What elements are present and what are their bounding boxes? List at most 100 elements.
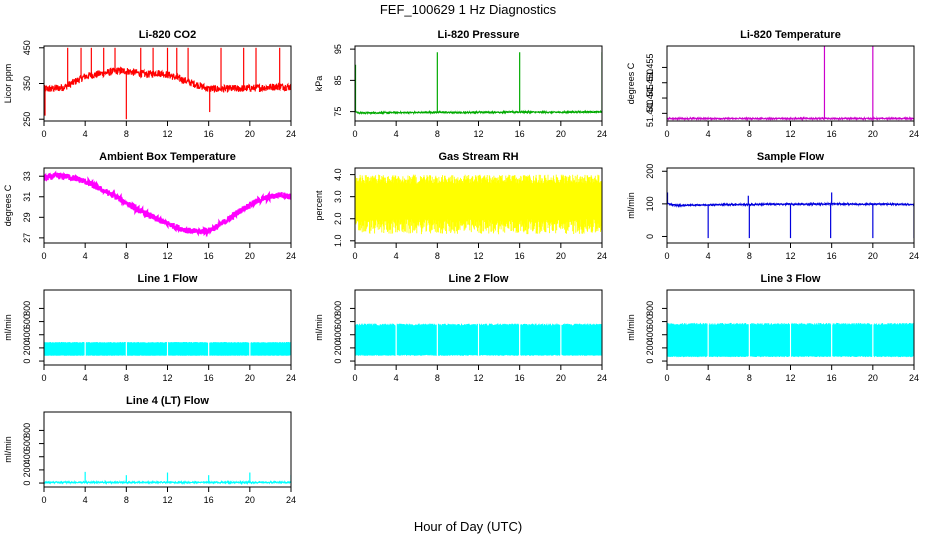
x-tick-label: 8 — [435, 251, 440, 261]
figure-xlabel: Hour of Day (UTC) — [414, 519, 522, 534]
x-tick-label: 8 — [124, 495, 129, 505]
panel-title: Li-820 Temperature — [740, 29, 841, 41]
y-tick-label: 200 — [22, 462, 32, 477]
panel-title: Line 1 Flow — [138, 273, 198, 285]
x-tick-label: 8 — [124, 251, 129, 261]
series-line-1 — [667, 116, 914, 121]
y-tick-label: 600 — [333, 314, 343, 329]
y-axis-label: ml/min — [3, 314, 13, 341]
y-tick-label: 33 — [22, 171, 32, 181]
x-tick-label: 20 — [245, 495, 255, 505]
figure-title: FEF_100629 1 Hz Diagnostics — [380, 2, 557, 17]
y-tick-label: 200 — [22, 340, 32, 355]
y-tick-label: 31 — [22, 192, 32, 202]
x-tick-label: 0 — [41, 251, 46, 261]
panel-6: Sample Flow ml/min 0 4 8 12 16 20 24 0 100 200 — [626, 151, 919, 261]
y-tick-label: 0 — [22, 359, 32, 364]
x-tick-label: 24 — [286, 495, 296, 505]
x-tick-label: 20 — [245, 251, 255, 261]
panel-8: Line 2 Flow ml/min 0 4 8 12 16 20 24 0 20040060080… — [314, 273, 607, 383]
plot-frame — [666, 45, 915, 122]
x-tick-label: 24 — [286, 373, 296, 383]
panel-2: Li-820 Pressure kPa 0 4 8 12 16 20 24 75 85 95 — [314, 29, 607, 139]
x-tick-label: 8 — [124, 129, 129, 139]
y-tick-label: 51.440 — [645, 100, 655, 128]
y-tick-label: 2.0 — [333, 212, 343, 225]
panel-5: Gas Stream RH percent 0 4 8 12 16 20 24 1.0 2.0 3.0… — [314, 151, 607, 261]
x-tick-label: 20 — [868, 129, 878, 139]
x-tick-label: 12 — [473, 373, 483, 383]
panel-title: Li-820 Pressure — [438, 29, 520, 41]
y-tick-label: 400 — [22, 327, 32, 342]
x-tick-label: 16 — [515, 129, 525, 139]
data-layer — [667, 192, 914, 239]
x-tick-label: 16 — [204, 251, 214, 261]
y-axis-label: degrees C — [626, 62, 636, 104]
y-tick-label: 29 — [22, 212, 32, 222]
y-axis-label: percent — [314, 190, 324, 221]
x-tick-label: 0 — [41, 373, 46, 383]
y-tick-label: 400 — [22, 449, 32, 464]
y-tick-label: 0 — [645, 359, 655, 364]
x-tick-label: 0 — [352, 251, 357, 261]
x-tick-label: 8 — [124, 373, 129, 383]
x-tick-label: 20 — [245, 129, 255, 139]
x-tick-label: 16 — [827, 251, 837, 261]
y-axis-label: Licor ppm — [3, 64, 13, 104]
y-tick-label: 85 — [333, 75, 343, 85]
x-tick-label: 4 — [83, 495, 88, 505]
panel-7: Line 1 Flow ml/min 0 4 8 12 16 20 24 0 20040060080… — [3, 273, 296, 383]
x-tick-label: 8 — [747, 251, 752, 261]
x-tick-label: 0 — [41, 129, 46, 139]
y-tick-label: 800 — [645, 301, 655, 316]
x-tick-label: 16 — [204, 373, 214, 383]
panel-title: Line 2 Flow — [449, 273, 509, 285]
series-line-1 — [44, 66, 291, 93]
data-layer — [44, 47, 291, 120]
x-tick-label: 4 — [706, 373, 711, 383]
series-band — [667, 322, 914, 358]
x-tick-label: 4 — [706, 251, 711, 261]
x-tick-label: 4 — [394, 129, 399, 139]
y-axis-label: ml/min — [626, 314, 636, 341]
x-tick-label: 20 — [556, 129, 566, 139]
x-tick-label: 24 — [597, 129, 607, 139]
data-layer — [355, 174, 602, 235]
data-layer — [44, 471, 291, 486]
data-layer — [355, 52, 602, 116]
y-axis-label: degrees C — [3, 184, 13, 226]
x-tick-label: 16 — [827, 373, 837, 383]
y-tick-label: 400 — [645, 327, 655, 342]
series-band — [355, 323, 602, 356]
x-tick-label: 8 — [435, 129, 440, 139]
y-tick-label: 400 — [333, 327, 343, 342]
y-tick-label: 3.0 — [333, 190, 343, 203]
x-tick-label: 24 — [597, 373, 607, 383]
y-tick-label: 27 — [22, 233, 32, 243]
data-layer — [355, 323, 602, 356]
panel-4: Ambient Box Temperature degrees C 0 4 8 12 16 2… — [3, 151, 296, 261]
y-tick-label: 600 — [22, 314, 32, 329]
series-line-1 — [44, 170, 291, 238]
y-tick-label: 0 — [22, 481, 32, 486]
panel-title: Sample Flow — [757, 151, 825, 163]
series-band — [355, 174, 602, 235]
x-tick-label: 16 — [827, 129, 837, 139]
y-tick-label: 800 — [22, 423, 32, 438]
y-tick-label: 200 — [645, 164, 655, 179]
y-axis-label: kPa — [314, 76, 324, 92]
x-tick-label: 24 — [286, 129, 296, 139]
data-layer — [44, 170, 291, 238]
panel-3: Li-820 Temperature degrees C 0 4 8 12 16 20 24 51… — [626, 29, 919, 139]
y-tick-label: 1.0 — [333, 235, 343, 248]
panel-title: Ambient Box Temperature — [99, 151, 236, 163]
panel-1: Li-820 CO2 Licor ppm 0 4 8 12 16 20 24 250 350 450 — [3, 29, 296, 139]
series-band — [44, 342, 291, 356]
x-tick-label: 20 — [868, 373, 878, 383]
x-tick-label: 12 — [473, 129, 483, 139]
x-tick-label: 0 — [41, 495, 46, 505]
panel-10: Line 4 (LT) Flow ml/min 0 4 8 12 16 20 24 0 200400… — [3, 395, 296, 505]
y-tick-label: 51.450 — [645, 69, 655, 97]
x-tick-label: 24 — [909, 129, 919, 139]
y-tick-label: 200 — [333, 340, 343, 355]
